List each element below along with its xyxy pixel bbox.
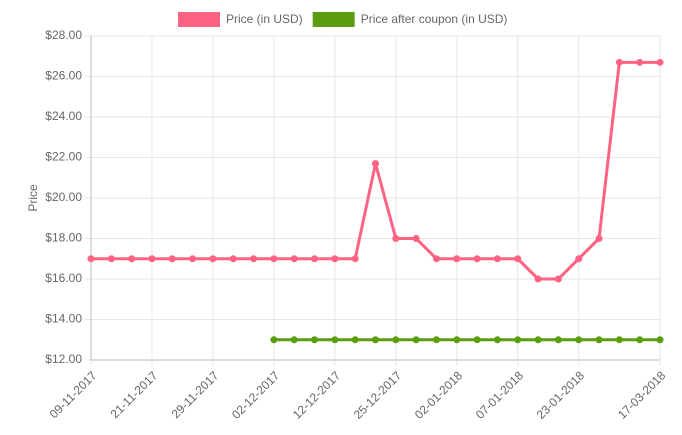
data-point [311, 336, 319, 344]
data-point [372, 160, 379, 168]
data-point [615, 58, 623, 66]
data-point [432, 336, 440, 344]
data-point [575, 255, 583, 263]
data-point [87, 255, 95, 263]
x-tick-label: 02-01-2018 [412, 368, 466, 422]
x-tick-label: 09-11-2017 [47, 368, 100, 421]
data-point [473, 255, 481, 263]
x-tick-label: 29-11-2017 [169, 368, 222, 421]
data-point [148, 255, 156, 263]
data-point [554, 275, 562, 283]
y-tick-label: $22.00 [45, 150, 82, 164]
data-point [514, 336, 522, 344]
data-point [575, 336, 583, 344]
x-tick-label: 02-12-2017 [229, 368, 283, 422]
x-tick-label: 07-01-2018 [473, 368, 527, 422]
data-point [656, 58, 664, 66]
y-tick-label: $24.00 [45, 109, 82, 123]
data-point [595, 336, 603, 344]
x-tick-label: 23-01-2018 [534, 368, 588, 422]
y-tick-label: $14.00 [45, 312, 82, 326]
data-point [493, 255, 501, 263]
data-point [514, 255, 522, 263]
data-point [331, 255, 339, 263]
y-tick-label: $16.00 [45, 271, 82, 285]
data-point [615, 336, 623, 344]
data-point [656, 336, 664, 344]
data-point [168, 255, 176, 263]
data-point [250, 255, 258, 263]
y-tick-label: $28.00 [45, 28, 82, 42]
legend: Price (in USD) Price after coupon (in USD… [178, 12, 507, 27]
legend-label: Price (in USD) [226, 12, 303, 26]
data-point [636, 58, 644, 66]
legend-label: Price after coupon (in USD) [361, 12, 508, 26]
data-point [392, 235, 400, 242]
data-point [107, 255, 115, 263]
data-point [372, 336, 379, 344]
data-point [636, 336, 644, 344]
y-tick-label: $12.00 [45, 352, 82, 366]
y-tick-label: $20.00 [45, 190, 82, 204]
data-point [209, 255, 217, 263]
data-point [290, 336, 298, 344]
data-point [270, 255, 278, 263]
y-tick-label: $18.00 [45, 231, 82, 245]
x-tick-label: 21-11-2017 [108, 368, 161, 421]
data-point [453, 255, 461, 263]
y-axis-title: Price [26, 184, 40, 212]
data-point [595, 235, 603, 242]
data-point [412, 336, 420, 344]
series-line [91, 60, 660, 281]
data-point [412, 235, 420, 242]
data-point [392, 336, 400, 344]
x-tick-label: 25-12-2017 [351, 368, 405, 422]
data-point [229, 255, 237, 263]
data-point [270, 336, 278, 344]
data-point [453, 336, 461, 344]
data-point [554, 336, 562, 344]
data-point [331, 336, 339, 344]
data-point [311, 255, 319, 263]
data-point [493, 336, 501, 344]
data-point [432, 255, 440, 263]
x-tick-label: 12-12-2017 [290, 368, 344, 422]
y-tick-label: $26.00 [45, 69, 82, 83]
data-point [189, 255, 197, 263]
data-point [128, 255, 136, 263]
data-point [473, 336, 481, 344]
data-point [351, 336, 359, 344]
legend-swatch [178, 12, 220, 27]
data-point [534, 336, 542, 344]
data-point [534, 275, 542, 283]
legend-swatch [312, 12, 355, 27]
data-point [290, 255, 298, 263]
x-tick-label: 17-03-2018 [615, 368, 669, 422]
data-point [351, 255, 359, 263]
